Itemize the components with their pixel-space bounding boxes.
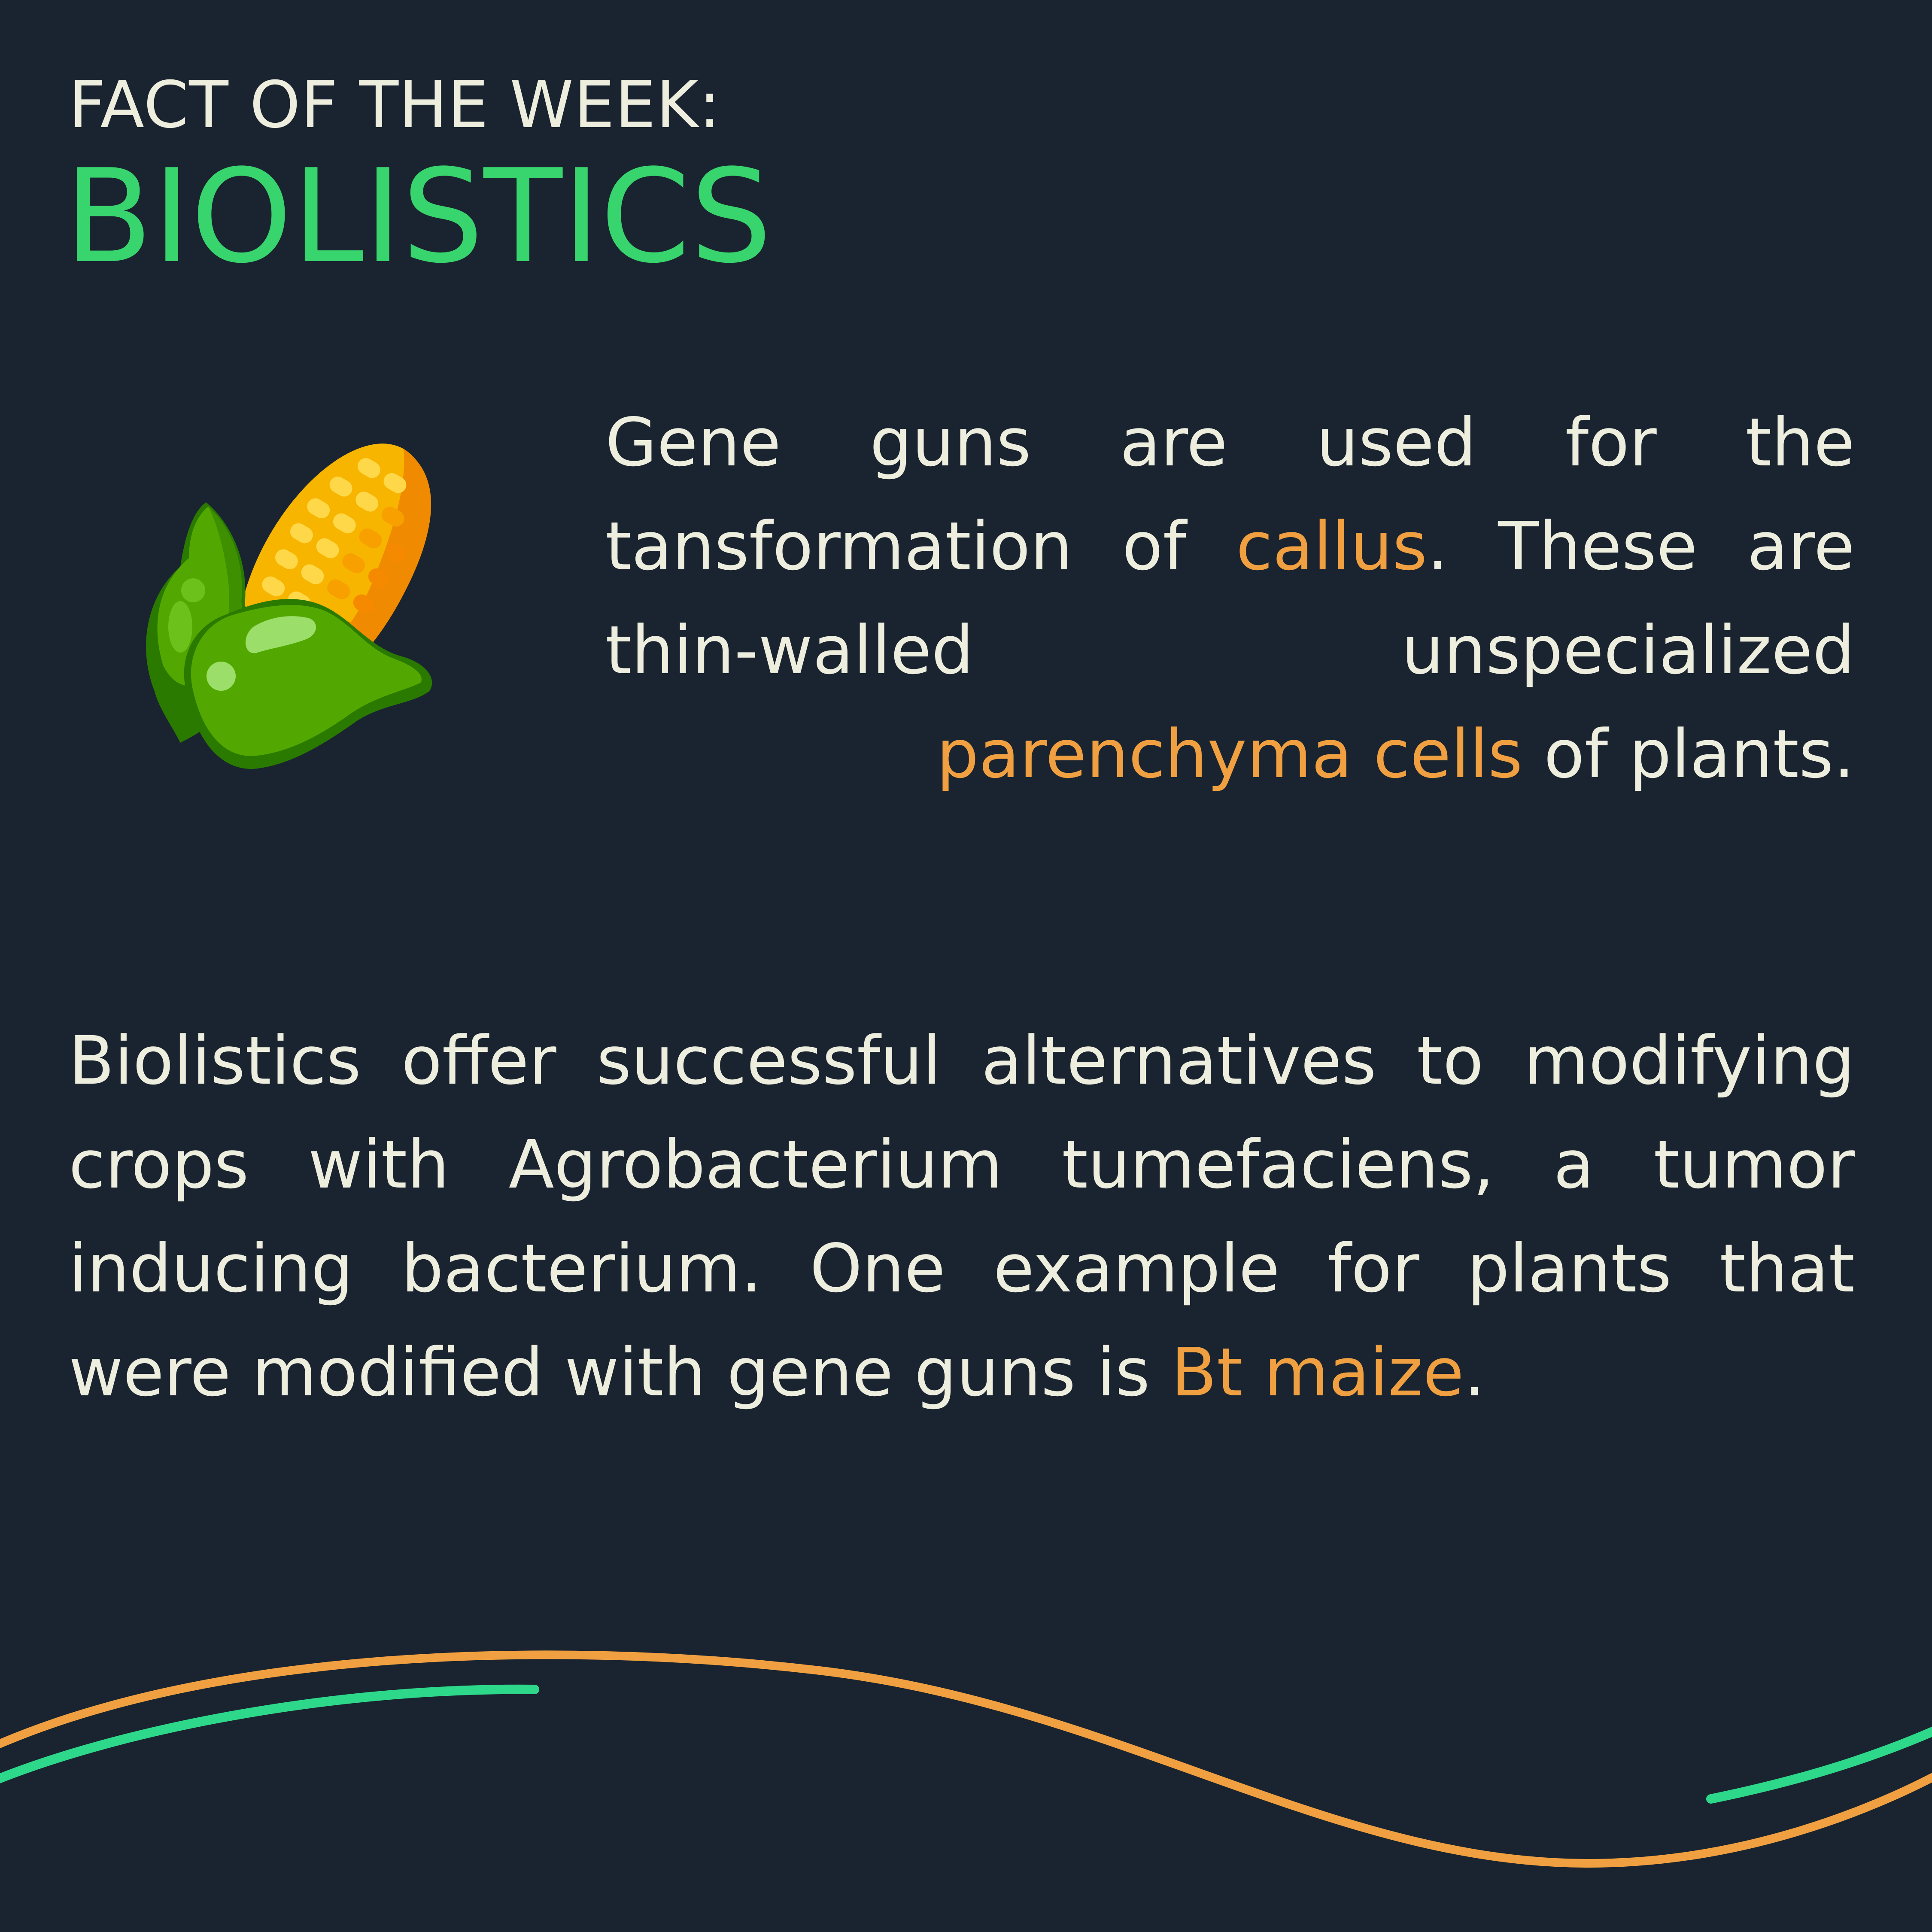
body-paragraph: Biolistics offer successful alternatives… (69, 1009, 1855, 1541)
body-text-1: Biolistics offer successful alternatives… (69, 1022, 1855, 1411)
green-wave-left (0, 1684, 539, 1783)
decorative-waves (0, 1650, 1932, 1868)
kicker-text: FACT OF THE WEEK: (69, 68, 721, 143)
highlight-parenchyma-cells: parenchyma cells (936, 715, 1523, 793)
corn-icon (146, 444, 432, 769)
green-wave-right (1706, 1726, 1932, 1804)
body-text-2: . (1464, 1334, 1485, 1411)
page-title: BIOLISTICS (64, 142, 772, 292)
intro-paragraph: Gene guns are used for the tansformation… (605, 391, 1855, 811)
intro-text-3: of plants. (1522, 715, 1855, 793)
intro-text-1: Gene guns are used for the tansformation… (605, 404, 1855, 585)
highlight-callus: callus (1236, 507, 1428, 585)
orange-wave (0, 1650, 1932, 1868)
intro-text-2: . These are thin-walled unspecialized (605, 507, 1855, 689)
highlight-bt-maize: Bt maize (1171, 1334, 1464, 1411)
